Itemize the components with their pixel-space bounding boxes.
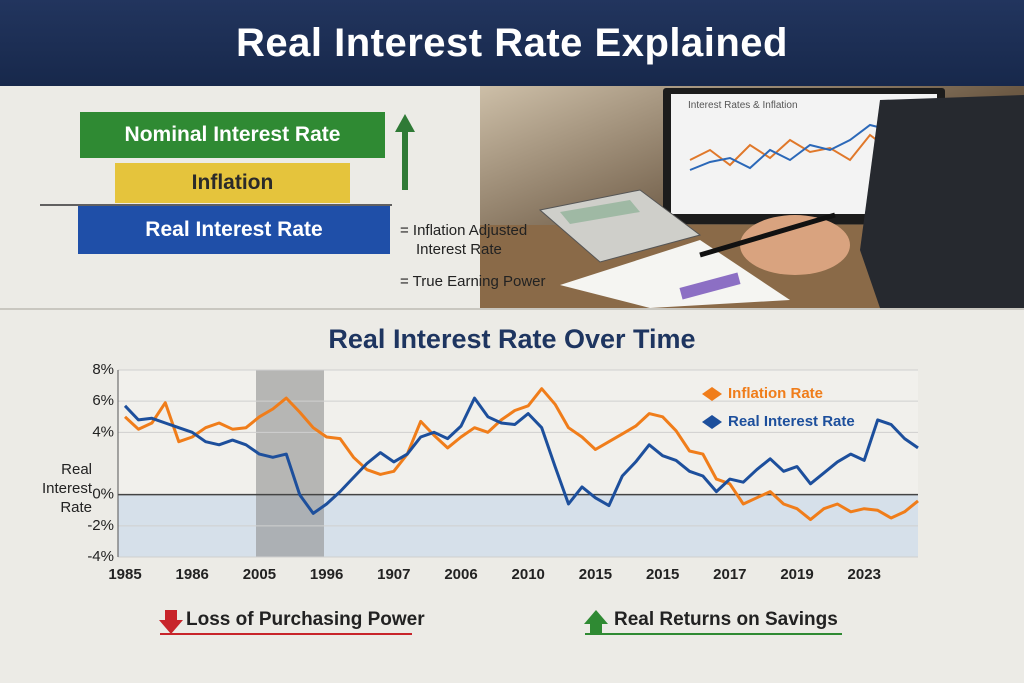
inflation-layer: [115, 163, 350, 203]
y-tick-label: 4%: [92, 423, 114, 440]
x-tick-label: 1996: [310, 566, 343, 583]
x-tick-label: 2015: [579, 566, 612, 583]
y-axis-label: Real Interest Rate: [41, 461, 92, 516]
x-tick-label: 1985: [108, 566, 141, 583]
page-title: Real Interest Rate Explained: [0, 0, 1024, 86]
x-tick-label: 2019: [780, 566, 813, 583]
footer-note: Real Returns on Savings: [614, 609, 838, 630]
x-tick-label: 2023: [848, 566, 881, 583]
x-tick-label: 1986: [176, 566, 209, 583]
footer-note: Loss of Purchasing Power: [186, 609, 425, 630]
legend-label: Real Interest Rate: [728, 413, 855, 430]
y-tick-label: 0%: [92, 486, 114, 503]
x-tick-label: 2017: [713, 566, 746, 583]
equation: = Inflation Adjusted Interest Rate: [400, 222, 528, 258]
layer-label: Nominal Interest Rate: [124, 123, 341, 146]
chart-title: Real Interest Rate Over Time: [328, 324, 696, 354]
screen-title: Interest Rates & Inflation: [688, 100, 798, 111]
series-line: [123, 396, 919, 515]
series-line: [123, 387, 919, 522]
plot: 8% 6% 4% 0% -2% -4%1985 1986 2005 1996 1907 2006 20…: [87, 361, 919, 583]
equation: = True Earning Power: [400, 273, 546, 290]
legend-label: Inflation Rate: [728, 385, 823, 402]
x-tick-label: 2010: [512, 566, 545, 583]
photo: [480, 86, 1024, 308]
real-layer: [78, 206, 390, 254]
nominal-layer: [80, 112, 385, 158]
layer-label: Inflation: [191, 171, 274, 194]
y-tick-label: -4%: [87, 548, 114, 565]
x-tick-label: 2006: [444, 566, 477, 583]
y-tick-label: -2%: [87, 517, 114, 534]
x-tick-label: 2005: [243, 566, 276, 583]
x-tick-label: 1907: [377, 566, 410, 583]
y-tick-label: 6%: [92, 392, 114, 409]
x-tick-label: 2015: [646, 566, 679, 583]
layer-label: Real Interest Rate: [145, 218, 323, 241]
y-tick-label: 8%: [92, 361, 114, 378]
legend-marker: [702, 387, 722, 401]
legend-marker: [702, 415, 722, 429]
